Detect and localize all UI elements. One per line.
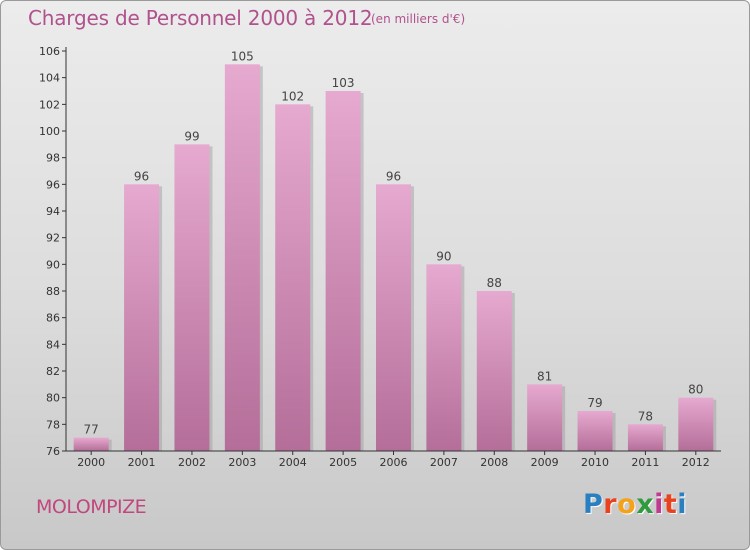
data-label-2006: 96 [386,169,401,183]
y-tick-label-104: 104 [39,72,60,85]
y-tick-label-76: 76 [46,445,60,458]
bar-2001 [124,184,160,452]
data-label-2010: 79 [587,396,602,410]
x-tick-label-2003: 2003 [228,456,256,469]
y-tick-label-94: 94 [46,205,60,218]
bar-2012 [678,397,714,451]
bar-2006 [376,184,411,452]
logo-letter: x [636,489,655,520]
y-tick-label-88: 88 [46,285,60,298]
data-label-2012: 80 [688,383,703,397]
y-tick-label-106: 106 [39,45,60,58]
y-tick-label-86: 86 [46,312,60,325]
data-label-2005: 103 [332,76,355,90]
proxiti-logo: Proxiti [583,489,687,520]
bar-2007 [426,264,462,451]
data-label-2001: 96 [134,169,149,183]
data-label-2007: 90 [436,249,451,263]
bar-2004 [275,104,311,451]
y-tick-label-80: 80 [46,392,60,405]
data-label-2003: 105 [231,49,254,63]
x-tick-label-2011: 2011 [631,456,659,469]
y-tick-label-78: 78 [46,418,60,431]
y-tick-label-82: 82 [46,365,60,378]
logo-letter: o [617,489,637,520]
bar-2003 [224,64,260,452]
data-label-2008: 88 [487,276,502,290]
y-tick-label-96: 96 [46,178,60,191]
y-tick-label-98: 98 [46,152,60,165]
data-label-2002: 99 [184,129,199,143]
bar-2002 [174,144,210,452]
chart-title: Charges de Personnel 2000 à 2012 [28,6,373,30]
logo-letter: P [583,489,604,520]
bar-2009 [527,384,563,451]
commune-name: MOLOMPIZE [36,496,147,518]
x-tick-label-2004: 2004 [279,456,307,469]
data-label-2000: 77 [84,423,99,437]
x-tick-label-2010: 2010 [581,456,609,469]
y-tick-label-84: 84 [46,338,60,351]
unit-note: (en milliers d'€) [371,12,466,26]
bar-2000 [73,437,109,451]
data-label-2011: 78 [638,409,653,423]
logo-letter: i [654,489,664,520]
data-label-2004: 102 [281,89,304,103]
bar-2008 [476,291,512,451]
x-tick-label-2007: 2007 [430,456,458,469]
x-tick-label-2001: 2001 [128,456,156,469]
logo-letter: i [677,489,688,520]
x-tick-label-2009: 2009 [531,456,559,469]
x-tick-label-2002: 2002 [178,456,206,469]
x-tick-label-2005: 2005 [329,456,357,469]
x-tick-label-2006: 2006 [380,456,408,469]
bar-2010 [577,411,613,451]
x-tick-label-2008: 2008 [480,456,508,469]
y-tick-label-92: 92 [46,232,60,245]
x-tick-label-2012: 2012 [682,456,710,469]
data-label-2009: 81 [537,369,552,383]
y-tick-label-102: 102 [39,98,60,111]
logo-letter: t [663,489,678,520]
y-tick-label-100: 100 [39,125,60,138]
x-tick-label-2000: 2000 [77,456,105,469]
bar-2011 [627,424,663,451]
logo-letter: r [603,489,618,520]
y-tick-label-90: 90 [46,258,60,271]
bar-2005 [325,91,361,451]
